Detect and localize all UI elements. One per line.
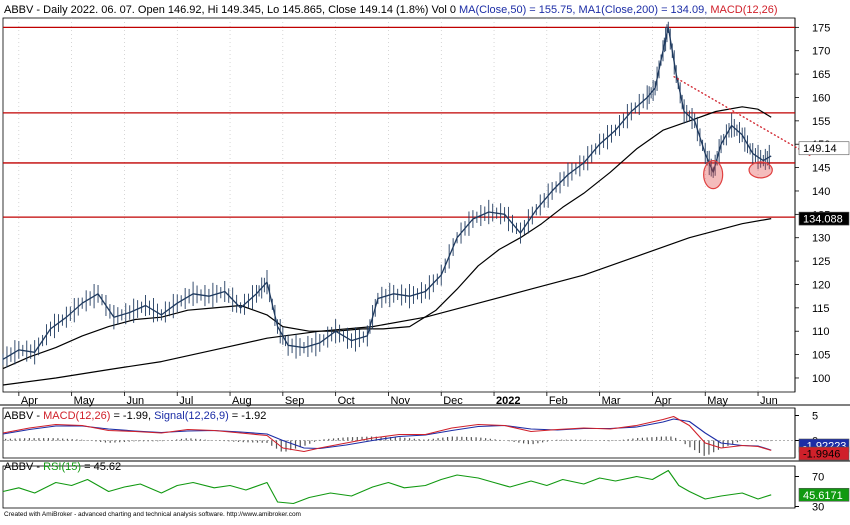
macd-value: = -1.99, [113, 410, 151, 422]
main-header: ABBV - Daily 2022. 06. 07. Open 146.92, … [4, 4, 778, 16]
macd-last-label: -1.9946 [803, 449, 840, 461]
rsi-line [2, 469, 772, 505]
rsi-value: = 45.62 [84, 461, 121, 473]
signal-label: Signal(12,26,9) [154, 410, 229, 422]
ma200-label: MA1(Close,200) = 134.09, [579, 4, 708, 16]
macd-symbol: ABBV [4, 410, 34, 422]
x-tick-label: 2022 [496, 395, 520, 407]
ma200-last-label: 134.088 [803, 214, 843, 226]
x-tick-label: Oct [338, 395, 355, 407]
last-price-label-box [798, 141, 850, 156]
macd-last-label-box [798, 446, 850, 461]
x-tick-label: Mar [602, 395, 621, 407]
rsi-label: RSI(15) [43, 461, 81, 473]
x-tick-label: May [74, 395, 95, 407]
y-tick-label: 155 [812, 116, 830, 128]
x-tick-label: Jul [179, 395, 193, 407]
rsi-header: ABBV - RSI(15) = 45.62 [4, 461, 121, 473]
y-tick-label: 145 [812, 163, 830, 175]
x-tick-label: Nov [390, 395, 410, 407]
signal-value: = -1.92 [232, 410, 267, 422]
y-tick-label: 125 [812, 256, 830, 268]
signal-line [2, 418, 772, 451]
y-tick-label: 110 [812, 326, 830, 338]
trendline [673, 75, 812, 157]
ma200-line [2, 218, 772, 386]
x-tick-label: Dec [443, 395, 463, 407]
macd-tag: MACD(12,26) [710, 4, 777, 16]
y-tick-label: 165 [812, 69, 830, 81]
ma50-label: MA(Close,50) = 155.75, [459, 4, 575, 16]
rsi-pane-frame [2, 465, 796, 509]
rsi-last-label: 45.6171 [803, 490, 843, 502]
ma50-line [2, 106, 772, 370]
y-tick-label: 120 [812, 279, 830, 291]
y-tick-label: 170 [812, 46, 830, 58]
ma200-last-label-box [798, 211, 850, 226]
y-tick-label: 175 [812, 22, 830, 34]
rsi-y-tick-label: 30 [812, 502, 824, 514]
main-info: Daily 2022. 06. 07. Open 146.92, Hi 149.… [43, 4, 456, 16]
y-tick-label: 105 [812, 350, 830, 362]
last-price-label: 149.14 [803, 143, 837, 155]
macd-label: MACD(12,26) [43, 410, 110, 422]
x-tick-label: Apr [21, 395, 38, 407]
rsi-y-tick-label: 70 [812, 472, 824, 484]
y-tick-label: 115 [812, 303, 830, 315]
macd-line [2, 415, 772, 453]
main-symbol: ABBV [4, 4, 34, 16]
x-tick-label: May [707, 395, 728, 407]
y-tick-label: 130 [812, 233, 830, 245]
y-tick-label: 140 [812, 186, 830, 198]
x-tick-label: Jun [760, 395, 778, 407]
x-tick-label: Feb [549, 395, 568, 407]
rsi-last-label-box [798, 487, 850, 502]
x-tick-label: Apr [654, 395, 671, 407]
highlight-ellipse [748, 161, 773, 179]
footer-credit: Created with AmiBroker - advanced charti… [4, 511, 301, 518]
x-tick-label: Sep [285, 395, 305, 407]
x-tick-label: Aug [232, 395, 252, 407]
macd-y-tick-label: 5 [812, 411, 818, 423]
y-tick-label: 160 [812, 92, 830, 104]
macd-header: ABBV - MACD(12,26) = -1.99, Signal(12,26… [4, 410, 266, 422]
rsi-symbol: ABBV [4, 461, 34, 473]
y-tick-label: 100 [812, 373, 830, 385]
x-tick-label: Jun [126, 395, 144, 407]
highlight-ellipse [703, 159, 724, 190]
